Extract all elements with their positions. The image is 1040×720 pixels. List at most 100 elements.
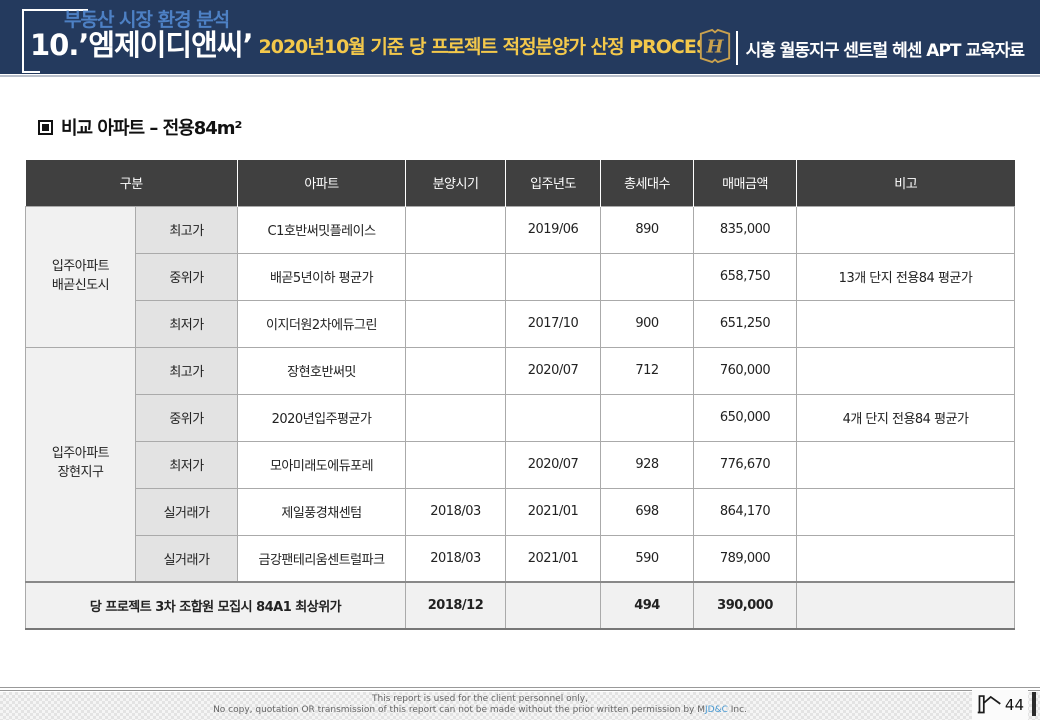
table-row: 최저가 이지더원2차에듀그린 2017/10 900 651,250 <box>26 299 1016 348</box>
tier-cell: 최저가 <box>134 299 239 348</box>
units-cell: 900 <box>600 299 695 348</box>
units-cell: 590 <box>600 534 695 583</box>
apt-cell: C1호반써밋플레이스 <box>237 205 407 254</box>
movein-cell: 2021/01 <box>505 534 602 583</box>
table-row: 실거래가 금강팬테리움센트럴파크 2018/03 2021/01 590 789… <box>26 534 1016 583</box>
tier-cell: 최고가 <box>134 346 239 395</box>
col-header-price: 매매금액 <box>693 160 798 206</box>
price-cell: 658,750 <box>693 252 798 301</box>
section-title: 비교 아파트 – 전용84m² <box>38 114 242 140</box>
section-marker-icon <box>38 119 53 135</box>
note-cell <box>796 440 1016 489</box>
apt-cell: 2020년입주평균가 <box>237 393 407 442</box>
table-row: 실거래가 제일풍경채센텀 2018/03 2021/01 698 864,170 <box>26 487 1016 536</box>
price-cell: 864,170 <box>693 487 798 536</box>
price-cell: 760,000 <box>693 346 798 395</box>
footer-divider <box>0 687 1040 691</box>
footer-logo-icon <box>976 691 1002 719</box>
sale-cell <box>405 440 507 489</box>
units-cell <box>600 252 695 301</box>
section-title-text: 비교 아파트 – 전용84m² <box>61 118 242 139</box>
col-header-gubun: 구분 <box>25 160 239 206</box>
note-cell <box>796 487 1016 536</box>
footer-band <box>0 692 1040 720</box>
group-cell-baegot: 입주아파트 배곧신도시 <box>25 205 136 348</box>
sale-cell: 2018/03 <box>405 534 507 583</box>
summary-movein-cell <box>505 581 602 630</box>
tier-cell: 실거래가 <box>134 487 239 536</box>
slide-header: 부동산 시장 환경 분석 10. ’엠제이디앤씨’ 2020년10월 기준 당 프로… <box>0 0 1040 74</box>
header-divider <box>0 75 1040 77</box>
table-header-row: 구분 아파트 분양시기 입주년도 총세대수 매매금액 비고 <box>25 160 1015 206</box>
footer-disclaimer: This report is used for the client perso… <box>100 694 860 716</box>
hessen-logo-icon: H <box>698 26 732 70</box>
table-row: 입주아파트 장현지구 최고가 장현호반써밋 2020/07 712 760,00… <box>25 346 1016 583</box>
page-end-bar <box>1032 692 1036 716</box>
price-cell: 776,670 <box>693 440 798 489</box>
header-right-label: 시흥 월동지구 센트럴 헤센 APT 교육자료 <box>745 40 1025 61</box>
header-eyebrow: 부동산 시장 환경 분석 <box>64 9 230 31</box>
apt-cell: 제일풍경채센텀 <box>237 487 407 536</box>
svg-text:H: H <box>705 37 724 58</box>
movein-cell <box>505 393 602 442</box>
movein-cell <box>505 252 602 301</box>
disclaimer-line2: No copy, quotation OR transmission of th… <box>213 705 747 715</box>
title-subtitle: 2020년10월 기준 당 프로젝트 적정분양가 산정 PROCESS <box>258 35 722 58</box>
col-header-sale: 분양시기 <box>405 160 507 206</box>
sale-cell <box>405 252 507 301</box>
group-cell-janghyeon: 입주아파트 장현지구 <box>25 346 136 583</box>
summary-price-cell: 390,000 <box>693 581 798 630</box>
page-title: 10. ’엠제이디앤씨’ 2020년10월 기준 당 프로젝트 적정분양가 산정 P… <box>30 28 722 63</box>
price-cell: 789,000 <box>693 534 798 583</box>
apt-cell: 장현호반써밋 <box>237 346 407 395</box>
units-cell: 698 <box>600 487 695 536</box>
apt-cell: 모아미래도에듀포레 <box>237 440 407 489</box>
table-row: 중위가 2020년입주평균가 650,000 4개 단지 전용84 평균가 <box>26 393 1016 442</box>
col-header-movein: 입주년도 <box>505 160 602 206</box>
summary-row: 당 프로젝트 3차 조합원 모집시 84A1 최상위가 2018/12 494 … <box>24 581 1016 630</box>
note-cell: 13개 단지 전용84 평균가 <box>796 252 1016 301</box>
logo-separator <box>735 31 738 65</box>
header-right: H 시흥 월동지구 센트럴 헤센 APT 교육자료 <box>698 26 1025 70</box>
movein-cell: 2019/06 <box>505 205 602 254</box>
tier-cell: 최고가 <box>134 205 239 254</box>
summary-label-cell: 당 프로젝트 3차 조합원 모집시 84A1 최상위가 <box>24 581 407 630</box>
apt-cell: 배곧5년이하 평균가 <box>237 252 407 301</box>
price-cell: 651,250 <box>693 299 798 348</box>
col-header-note: 비고 <box>796 160 1015 206</box>
col-header-apt: 아파트 <box>237 160 407 206</box>
price-cell: 650,000 <box>693 393 798 442</box>
sale-cell <box>405 393 507 442</box>
movein-cell: 2020/07 <box>505 440 602 489</box>
sale-cell: 2018/03 <box>405 487 507 536</box>
summary-sale-cell: 2018/12 <box>405 581 507 630</box>
note-cell: 4개 단지 전용84 평균가 <box>796 393 1016 442</box>
table-row: 입주아파트 배곧신도시 최고가 C1호반써밋플레이스 2019/06 890 8… <box>25 205 1016 348</box>
title-number: 10. <box>30 28 79 62</box>
units-cell: 712 <box>600 346 695 395</box>
tier-cell: 최저가 <box>134 440 239 489</box>
tier-cell: 중위가 <box>134 393 239 442</box>
title-bracket-foot <box>22 71 40 73</box>
units-cell: 928 <box>600 440 695 489</box>
units-cell: 890 <box>600 205 695 254</box>
page-block: 44 <box>971 690 1028 720</box>
price-cell: 835,000 <box>693 205 798 254</box>
movein-cell: 2021/01 <box>505 487 602 536</box>
col-header-units: 총세대수 <box>600 160 695 206</box>
table-row: 중위가 배곧5년이하 평균가 658,750 13개 단지 전용84 평균가 <box>26 252 1016 301</box>
apt-cell: 이지더원2차에듀그린 <box>237 299 407 348</box>
tier-cell: 실거래가 <box>134 534 239 583</box>
title-bracket <box>22 9 88 73</box>
page-number: 44 <box>1004 696 1024 714</box>
note-cell <box>796 205 1016 254</box>
note-cell <box>796 299 1016 348</box>
disclaimer-line1: This report is used for the client perso… <box>372 694 588 704</box>
summary-units-cell: 494 <box>600 581 695 630</box>
apt-cell: 금강팬테리움센트럴파크 <box>237 534 407 583</box>
movein-cell: 2017/10 <box>505 299 602 348</box>
comparison-table: 구분 아파트 분양시기 입주년도 총세대수 매매금액 비고 입주아파트 배곧신도… <box>24 160 1016 630</box>
sale-cell <box>405 299 507 348</box>
note-cell <box>796 346 1016 395</box>
movein-cell: 2020/07 <box>505 346 602 395</box>
